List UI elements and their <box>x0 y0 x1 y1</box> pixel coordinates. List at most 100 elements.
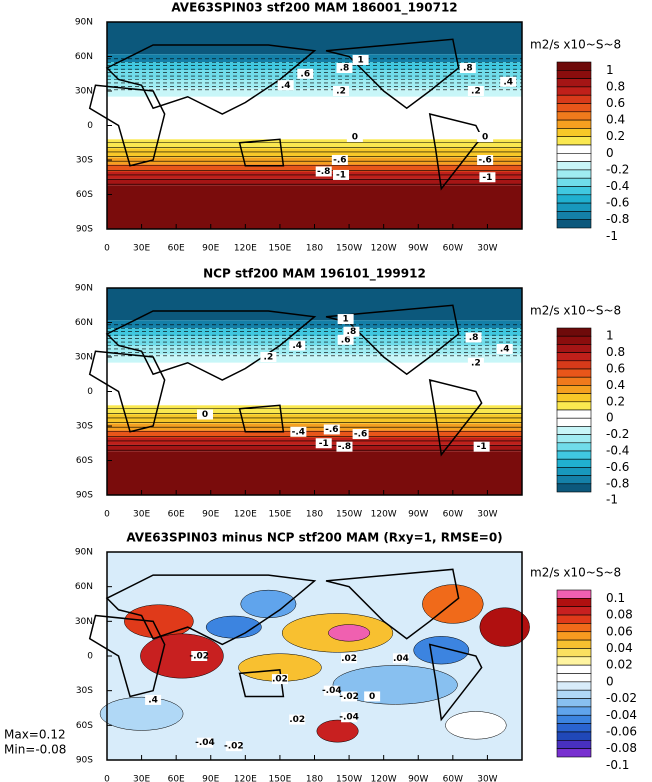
contour-label-bg <box>500 76 517 87</box>
colorbar-box <box>556 86 592 96</box>
colorbar-box <box>556 723 592 733</box>
colorbar-label: -0.4 <box>606 444 629 458</box>
y-tick-label: 90N <box>75 18 93 28</box>
colorbar-box <box>556 393 592 403</box>
panel-title: AVE63SPIN03 stf200 MAM 186001_190712 <box>171 1 457 16</box>
field-band <box>107 345 522 355</box>
contour-label-bg <box>225 741 242 752</box>
contour-label: -.8 <box>338 442 351 452</box>
continent-outline <box>105 44 317 115</box>
colorbar-label: 0 <box>606 411 614 425</box>
contour-label: 0 <box>369 692 375 702</box>
continent-outline <box>238 404 285 433</box>
units-label: m2/s x10~S~8 <box>530 38 621 52</box>
field-band <box>107 22 522 55</box>
colorbar-box <box>556 673 592 683</box>
x-tick-label: 60E <box>168 775 185 782</box>
field-band <box>107 54 522 63</box>
colorbar-label: 0.8 <box>606 79 625 93</box>
x-tick-label: 120E <box>234 775 257 782</box>
max-stat: Max=0.12 <box>4 728 66 742</box>
x-tick-label: 60W <box>443 244 463 254</box>
y-tick-label: 30N <box>75 617 93 627</box>
x-tick-label: 90E <box>202 510 219 520</box>
colorbar-box <box>556 61 592 71</box>
contour-label: .8 <box>347 327 357 337</box>
contour-label-bg <box>315 438 332 449</box>
contour-label: .4 <box>500 344 510 354</box>
x-tick-label: 120E <box>234 244 257 254</box>
continent-outline <box>238 669 285 698</box>
x-tick-label: 30E <box>133 775 150 782</box>
contour-label: -1 <box>477 442 487 452</box>
contour-label-bg <box>336 63 353 73</box>
y-tick-label: 90S <box>76 756 93 766</box>
colorbar-box <box>556 94 592 104</box>
contour-label: .2 <box>336 87 346 97</box>
contour-label-bg <box>336 441 353 452</box>
x-tick-label: 90E <box>202 244 219 254</box>
colorbar-box <box>556 748 592 758</box>
panel-title: AVE63SPIN03 minus NCP stf200 MAM (Rxy=1,… <box>126 531 502 545</box>
colorbar-label: 0.4 <box>606 113 625 127</box>
colorbar-box <box>556 144 592 154</box>
contour-label-bg <box>473 441 490 452</box>
contour-label: -1 <box>482 173 492 183</box>
colorbar-box <box>556 426 592 435</box>
field-blob <box>422 584 484 624</box>
y-tick-label: 60S <box>76 190 93 200</box>
units-label: m2/s x10~S~8 <box>530 304 621 318</box>
colorbar-label: -0.2 <box>606 427 629 441</box>
colorbar-box <box>556 631 592 641</box>
colorbar-box <box>556 648 592 658</box>
contour-label: .4 <box>281 81 291 91</box>
field-band <box>107 70 522 80</box>
continent-outline <box>238 138 285 167</box>
colorbar-box <box>556 458 592 468</box>
colorbar-box <box>556 385 592 394</box>
contour-label: -.6 <box>333 156 346 166</box>
contour-label: .2 <box>471 87 481 97</box>
contour-label-bg <box>343 326 360 337</box>
colorbar-box <box>556 467 592 476</box>
field-band <box>107 328 522 337</box>
colorbar-box <box>556 360 592 370</box>
colorbar-label: 0.2 <box>606 394 625 408</box>
contour-label: 1 <box>342 315 348 325</box>
continent-outline <box>428 112 483 191</box>
colorbar-label: 0.04 <box>606 641 633 655</box>
x-tick-label: 120E <box>234 510 257 520</box>
colorbar-box <box>556 483 592 493</box>
field-band <box>107 148 522 158</box>
contour-label: -1 <box>336 170 346 180</box>
field-band <box>107 354 522 363</box>
contour-label-bg <box>196 409 213 420</box>
colorbar-box <box>556 335 592 345</box>
colorbar-label: -1 <box>606 493 618 507</box>
colorbar-box <box>556 103 592 113</box>
colorbar-box <box>556 589 592 599</box>
contour-label-bg <box>465 332 482 343</box>
colorbar-label: -0.04 <box>606 708 637 722</box>
field-band <box>107 79 522 89</box>
x-tick-label: 120W <box>371 244 397 254</box>
colorbar-box <box>556 401 592 411</box>
colorbar-box <box>556 344 592 353</box>
contour-label: -.6 <box>478 156 491 166</box>
contour-label: .02 <box>341 654 357 664</box>
contour-label: .4 <box>292 341 302 351</box>
contour-label: .8 <box>340 64 350 74</box>
colorbar-box <box>556 681 592 691</box>
colorbar-box <box>556 327 592 337</box>
colorbar-box <box>556 211 592 220</box>
field-blob <box>332 665 458 705</box>
contour-label-bg <box>477 155 494 165</box>
x-tick-label: 120W <box>371 775 397 782</box>
continent-outline <box>325 568 460 640</box>
x-tick-label: 150W <box>336 775 362 782</box>
contour-label: .04 <box>393 654 409 664</box>
field-band <box>107 96 522 140</box>
colorbar-box <box>556 186 592 196</box>
contour-label-bg <box>346 132 363 142</box>
x-tick-label: 60E <box>168 244 185 254</box>
